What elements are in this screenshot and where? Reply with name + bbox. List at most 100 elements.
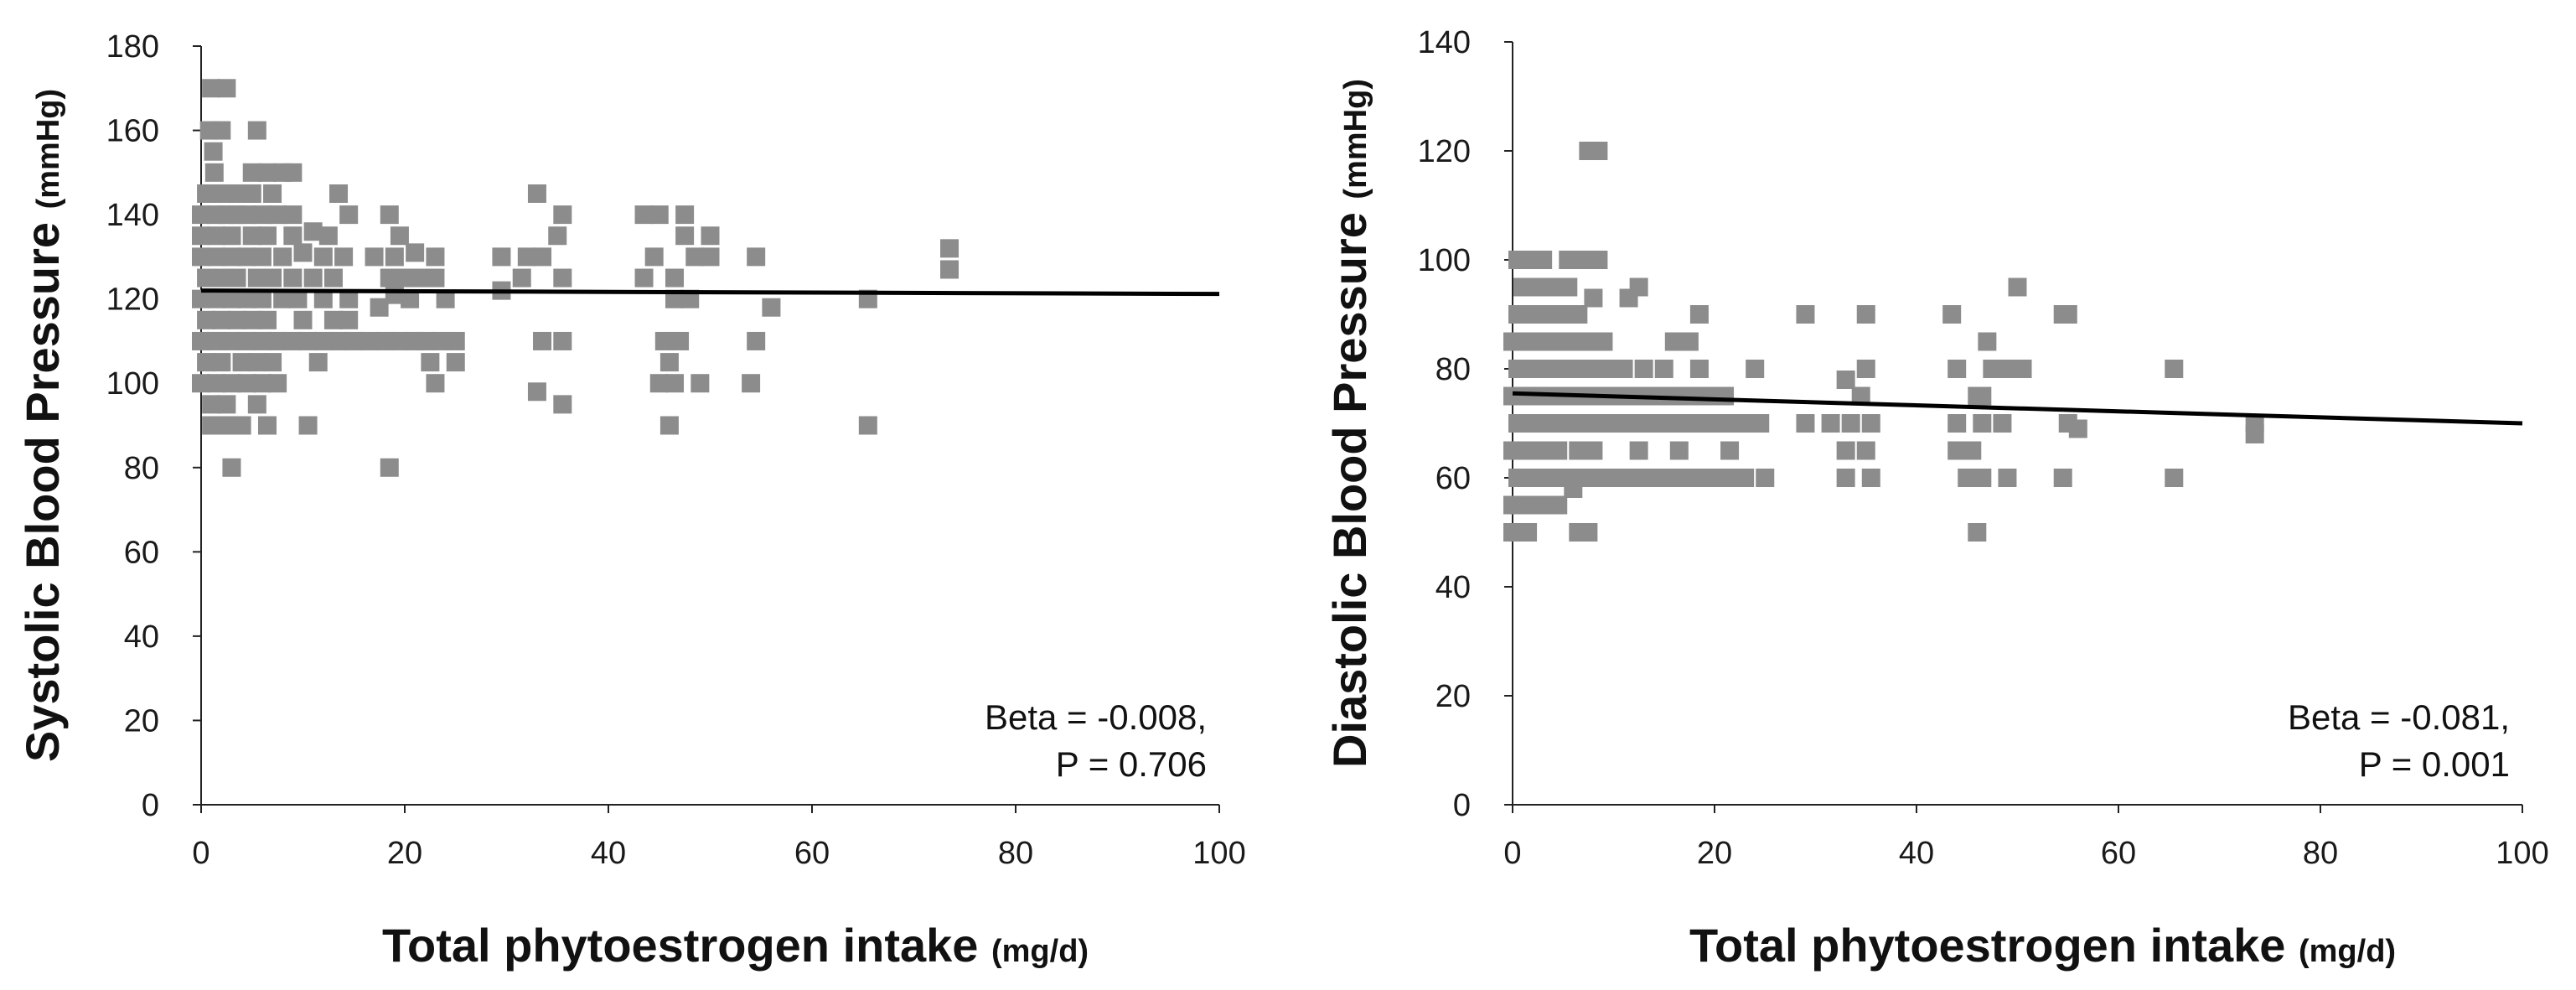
diastolic-data-point	[1544, 277, 1563, 297]
systolic-data-point	[426, 268, 445, 288]
diastolic-data-point	[1664, 332, 1684, 351]
diastolic-data-point	[2165, 360, 2184, 378]
y-axis-title-text: Systolic Blood Pressure	[16, 209, 69, 762]
systolic-data-point	[252, 374, 272, 393]
systolic-data-point	[263, 184, 282, 203]
diastolic-x-tick-label: 80	[2303, 836, 2338, 871]
systolic-trendline	[200, 288, 1220, 297]
systolic-data-point	[237, 205, 256, 225]
diastolic-data-point	[1705, 414, 1724, 433]
diastolic-trendline	[1512, 391, 2523, 426]
systolic-data-point	[242, 184, 261, 203]
systolic-data-point	[940, 239, 960, 258]
diastolic-x-tick-label: 40	[1899, 836, 1934, 871]
systolic-data-point	[222, 331, 241, 350]
diastolic-data-point	[1523, 469, 1543, 487]
diastolic-data-point	[1720, 441, 1740, 460]
diastolic-data-point	[1614, 469, 1633, 487]
diastolic-data-point	[1942, 305, 1962, 324]
systolic-data-point	[665, 268, 684, 288]
systolic-data-point	[257, 226, 277, 246]
systolic-data-point	[257, 416, 277, 435]
diastolic-data-point	[2068, 419, 2087, 438]
systolic-data-point	[207, 331, 226, 350]
diastolic-x-tick-label: 20	[1697, 836, 1732, 871]
diastolic-data-point	[1689, 414, 1709, 433]
systolic-data-point	[232, 353, 251, 372]
diastolic-data-point	[1634, 360, 1653, 378]
diastolic-y-tick-label: 80	[1435, 352, 1471, 387]
diastolic-y-tick-label: 60	[1435, 461, 1471, 496]
diastolic-data-point	[1539, 414, 1558, 433]
systolic-data-point	[323, 310, 343, 329]
diastolic-data-point	[1518, 386, 1538, 406]
diastolic-data-point	[1523, 360, 1543, 378]
systolic-data-point	[370, 298, 389, 317]
systolic-data-point	[202, 416, 221, 435]
diastolic-data-point	[1821, 414, 1840, 433]
systolic-data-point	[227, 184, 246, 203]
diastolic-data-point	[1715, 386, 1735, 406]
systolic-data-point	[222, 374, 241, 393]
diastolic-data-point	[1614, 414, 1633, 433]
systolic-data-point	[217, 395, 236, 414]
diastolic-data-point	[1958, 469, 1977, 487]
systolic-data-point	[411, 268, 430, 288]
systolic-data-point	[217, 79, 236, 98]
systolic-data-point	[227, 268, 246, 288]
systolic-data-point	[446, 353, 465, 372]
diastolic-data-point	[1579, 332, 1598, 351]
systolic-data-point	[192, 205, 210, 225]
systolic-data-point	[553, 268, 572, 288]
diastolic-y-tick-label: 0	[1453, 788, 1471, 823]
diastolic-data-point	[1751, 414, 1770, 433]
systolic-data-point	[217, 416, 236, 435]
systolic-data-point	[762, 298, 781, 317]
systolic-x-tick-label: 20	[387, 836, 422, 871]
systolic-data-point	[649, 374, 669, 393]
systolic-x-axis-title: Total phytoestrogen intake (mg/d)	[382, 919, 1089, 972]
systolic-data-point	[380, 458, 399, 477]
systolic-data-point	[237, 331, 256, 350]
diastolic-data-point	[1861, 469, 1880, 487]
diastolic-data-point	[1569, 414, 1588, 433]
diastolic-data-point	[1689, 469, 1709, 487]
diastolic-y-axis-title: Diastolic Blood Pressure (mmHg)	[1323, 79, 1376, 768]
diastolic-y-tick-label: 40	[1435, 570, 1471, 605]
systolic-data-point	[426, 247, 445, 267]
systolic-data-point	[329, 184, 349, 203]
diastolic-data-point	[1564, 479, 1583, 498]
diastolic-data-point	[1518, 495, 1538, 515]
diastolic-data-point	[1735, 469, 1755, 487]
systolic-data-point	[675, 205, 695, 225]
diastolic-data-point	[1554, 360, 1573, 378]
systolic-data-point	[660, 416, 679, 435]
systolic-y-tick-label: 60	[124, 535, 159, 570]
systolic-data-point	[329, 331, 349, 350]
diastolic-data-point	[1549, 495, 1568, 515]
diastolic-data-point	[1599, 414, 1618, 433]
diastolic-data-point	[1796, 414, 1815, 433]
systolic-data-point	[237, 289, 256, 308]
systolic-data-point	[308, 353, 328, 372]
diastolic-data-point	[1619, 288, 1638, 308]
systolic-data-point	[634, 268, 654, 288]
systolic-data-point	[431, 331, 450, 350]
diastolic-data-point	[1554, 414, 1573, 433]
diastolic-data-point	[1973, 386, 1992, 406]
systolic-data-point	[380, 268, 399, 288]
systolic-data-point	[283, 268, 303, 288]
systolic-data-point	[222, 247, 241, 267]
systolic-data-point	[553, 331, 572, 350]
diastolic-data-point	[1569, 305, 1588, 324]
systolic-data-point	[242, 163, 261, 182]
systolic-data-point	[680, 289, 700, 308]
systolic-data-point	[512, 268, 531, 288]
diastolic-data-point	[1983, 360, 2002, 378]
systolic-data-point	[406, 243, 425, 262]
systolic-data-point	[237, 247, 256, 267]
diastolic-data-point	[1978, 332, 1997, 351]
systolic-data-point	[273, 289, 292, 308]
diastolic-data-point	[1539, 469, 1558, 487]
systolic-x-tick-label: 0	[192, 836, 209, 871]
